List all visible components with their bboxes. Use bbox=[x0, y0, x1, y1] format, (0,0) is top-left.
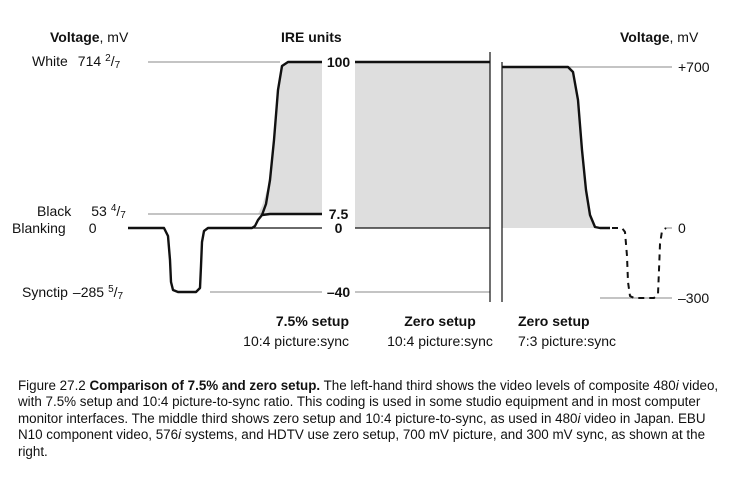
caption-text-3: video in Japan. EBU N10 component video,… bbox=[18, 410, 706, 443]
right-axis-title: Voltage, mV bbox=[620, 29, 699, 45]
caption-title: Comparison of 7.5% and zero setup. bbox=[89, 378, 321, 393]
ire-0: 0 bbox=[335, 220, 343, 236]
caption-text-4: systems, and HDTV use zero setup, 700 mV… bbox=[18, 427, 706, 459]
label-black: Black 53 4/7 bbox=[37, 203, 126, 221]
center-axis-title: IRE units bbox=[281, 29, 342, 45]
caption-text-1: The left-hand third shows the video leve… bbox=[320, 378, 676, 393]
section-1-setup: 7.5% setup bbox=[276, 313, 349, 329]
right-waveform bbox=[502, 65, 610, 230]
right-label-minus300: –300 bbox=[678, 290, 709, 306]
left-picture-fill bbox=[258, 62, 322, 214]
label-synctip: Synctip –285 5/7 bbox=[22, 284, 124, 302]
section-3-setup: Zero setup bbox=[518, 313, 590, 329]
caption-text-2: video, with 7.5% setup and 10:4 picture-… bbox=[18, 378, 719, 426]
ire-100: 100 bbox=[327, 54, 351, 70]
ire-minus-40: –40 bbox=[327, 284, 351, 300]
left-waveform bbox=[128, 212, 322, 294]
section-1-ratio: 10:4 picture:sync bbox=[243, 333, 349, 349]
label-blanking: Blanking 0 bbox=[12, 220, 97, 236]
caption-prefix: Figure 27.2 bbox=[18, 378, 90, 393]
caption-italic-1: i bbox=[675, 378, 679, 393]
caption-italic-2: i bbox=[577, 410, 581, 426]
right-label-zero: 0 bbox=[678, 220, 686, 236]
waveform-diagram: Voltage, mV IRE units Voltage, mV White 7… bbox=[12, 29, 710, 349]
right-picture-fill bbox=[502, 67, 595, 228]
left-axis-title: Voltage, mV bbox=[50, 29, 129, 45]
figure-caption: Figure 27.2 Comparison of 7.5% and zero … bbox=[18, 378, 723, 460]
section-3-ratio: 7:3 picture:sync bbox=[518, 333, 616, 349]
caption-italic-3: i bbox=[178, 427, 182, 443]
right-sync-dashed bbox=[612, 227, 667, 299]
section-dividers bbox=[489, 52, 503, 302]
middle-picture-fill bbox=[355, 62, 490, 228]
label-white: White 714 2/7 bbox=[32, 53, 121, 71]
section-2-ratio: 10:4 picture:sync bbox=[387, 333, 493, 349]
left-picture-edge bbox=[260, 60, 322, 216]
setup-comparison-figure: Voltage, mV IRE units Voltage, mV White 7… bbox=[12, 29, 710, 349]
ire-7-5: 7.5 bbox=[329, 206, 349, 222]
section-2-setup: Zero setup bbox=[404, 313, 476, 329]
reference-lines bbox=[148, 61, 672, 299]
right-label-plus700: +700 bbox=[678, 59, 710, 75]
